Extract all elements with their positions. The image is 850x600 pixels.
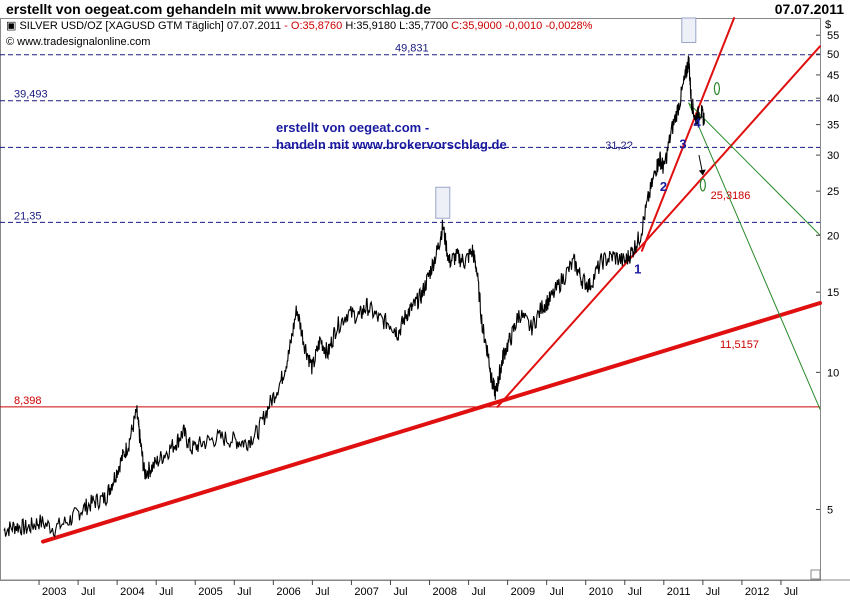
y-tick-label: 20 [827,230,839,242]
x-tick-label: Jul [393,586,407,598]
chart-frame [0,18,850,581]
x-tick-label: Jul [628,586,642,598]
x-tick-label: Jul [315,586,329,598]
annotation-line: handeln mit www.brokervorschlag.de [276,137,507,152]
peak-box [681,17,697,44]
x-tick-label: 2009 [511,586,535,598]
currency-label: $ [825,19,831,31]
annotation-line: erstellt von oegeat.com - [276,120,429,135]
y-tick-label: 55 [827,30,839,42]
y-tick-label: 25 [827,186,839,198]
x-tick-label: 2012 [745,586,769,598]
x-tick-label: 2011 [667,586,691,598]
peak-box-2008 [435,186,451,219]
wave-label: 2 [660,179,667,194]
page-date: 07.07.2011 [774,1,844,17]
ohlc-value: - O:35,8760 [284,20,342,32]
level-label: 21,35 [14,210,42,222]
y-tick-label: 50 [827,49,839,61]
ohlc-value: C:35,9000 -0,0010 -0,0028% [448,20,593,32]
x-tick-label: Jul [237,586,251,598]
green-ellipse-upper [713,81,721,96]
y-tick-label: 40 [827,93,839,105]
x-tick-label: 2003 [42,586,66,598]
wave-label: 1 [634,261,641,276]
level-label: 39,493 [14,89,48,101]
page-title: erstellt von oegeat.com gehandeln mit ww… [6,1,432,17]
y-tick-label: 5 [827,504,833,516]
x-tick-label: Jul [550,586,564,598]
plot-border [0,18,821,581]
instrument-name: ▣ SILVER USD/OZ [XAGUSD GTM Täglich] 07.… [6,20,284,32]
y-tick-label: 15 [827,287,839,299]
x-tick-label: 2004 [120,586,144,598]
x-tick-label: Jul [784,586,798,598]
x-tick-label: 2008 [433,586,457,598]
green-ellipse-lower [699,178,706,192]
x-tick-label: Jul [81,586,95,598]
y-tick-label: 45 [827,70,839,82]
ohlc-value: H:35,9180 L:35,7700 [342,20,448,32]
trend-line-long-term-support [40,301,822,544]
y-tick-label: 30 [827,150,839,162]
x-tick-label: Jul [706,586,720,598]
trend-line-fan-line-lower [688,102,821,410]
y-tick-label: 10 [827,367,839,379]
corner-scroll-button[interactable] [810,569,821,580]
trend-line-fan-line-upper [688,102,821,236]
value-label: 31,2? [605,140,633,152]
x-tick-label: 2010 [589,586,613,598]
x-tick-label: Jul [159,586,173,598]
value-label: 11,5157 [720,339,759,351]
chart-markers [435,17,721,219]
price-series [3,55,705,538]
level-label: 8,398 [14,395,42,407]
chart-text: 25,3186 11,5157 31,2? 1 2 34 erstellt von oege… [6,20,759,351]
x-tick-label: 2005 [198,586,222,598]
level-label: 49,831 [395,43,429,55]
x-tick-label: Jul [472,586,486,598]
arrow-head [698,169,706,176]
trend-lines [40,17,822,544]
chart-axes: 5 10 15 20 25 30 35 40 45 50 55$2003 Jul 2004 Jul 2005… [38,19,839,598]
trend-line-support-from-2008-low [496,45,821,408]
source-credit: © www.tradesignalonline.com [6,36,150,48]
wave-label: 4 [693,115,701,130]
trend-line-steep-support [640,17,736,252]
y-tick-label: 35 [827,120,839,132]
x-tick-label: 2006 [276,586,300,598]
x-tick-label: 2007 [354,586,378,598]
horizontal-levels: 49,831 39,493 21,35 8,398 [0,43,820,408]
value-label: 25,3186 [711,190,751,202]
instrument-info: ▣ SILVER USD/OZ [XAGUSD GTM Täglich] 07.… [6,20,593,32]
price-line [3,55,705,538]
wave-label: 3 [679,137,686,152]
